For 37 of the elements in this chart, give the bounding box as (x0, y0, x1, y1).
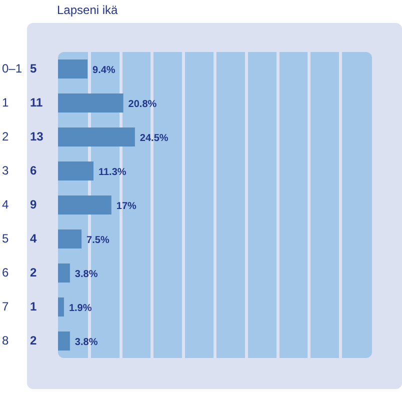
y-tick-label: 3 (2, 163, 9, 178)
y2-tick-label: 9 (30, 197, 37, 212)
y2-tick-label: 13 (30, 129, 44, 144)
y-tick-label: 4 (2, 197, 9, 212)
y2-tick-label: 4 (30, 231, 37, 246)
bar (58, 93, 124, 113)
bar (58, 331, 70, 351)
data-label: 9.4% (92, 64, 116, 76)
y2-tick-label: 2 (30, 333, 37, 348)
y-tick-label: 6 (2, 265, 9, 280)
data-label: 17% (116, 200, 137, 212)
y2-tick-label: 2 (30, 265, 37, 280)
y2-tick-label: 11 (30, 95, 44, 110)
data-label: 3.8% (74, 268, 98, 280)
y-tick-label: 0–1 (2, 61, 22, 76)
data-label: 1.9% (68, 302, 92, 314)
y2-tick-label: 1 (30, 299, 37, 314)
bar (58, 229, 82, 249)
y2-tick-label: 6 (30, 163, 37, 178)
y-tick-label: 5 (2, 231, 9, 246)
y-tick-label: 8 (2, 333, 9, 348)
bar (58, 195, 112, 215)
y-tick-label: 2 (2, 129, 9, 144)
data-label: 11.3% (98, 166, 126, 178)
data-label: 7.5% (86, 234, 110, 246)
bar (58, 161, 94, 181)
data-label: 20.8% (128, 98, 157, 110)
data-label: 24.5% (140, 132, 168, 144)
data-label: 3.8% (74, 336, 98, 348)
y-tick-label: 7 (2, 299, 9, 314)
bar (58, 263, 70, 283)
y2-tick-label: 5 (30, 61, 37, 76)
bar (58, 127, 135, 147)
y-tick-label: 1 (2, 95, 9, 110)
bar (58, 297, 64, 317)
chart-title: Lapseni ikä (57, 3, 118, 17)
bar (58, 59, 88, 79)
